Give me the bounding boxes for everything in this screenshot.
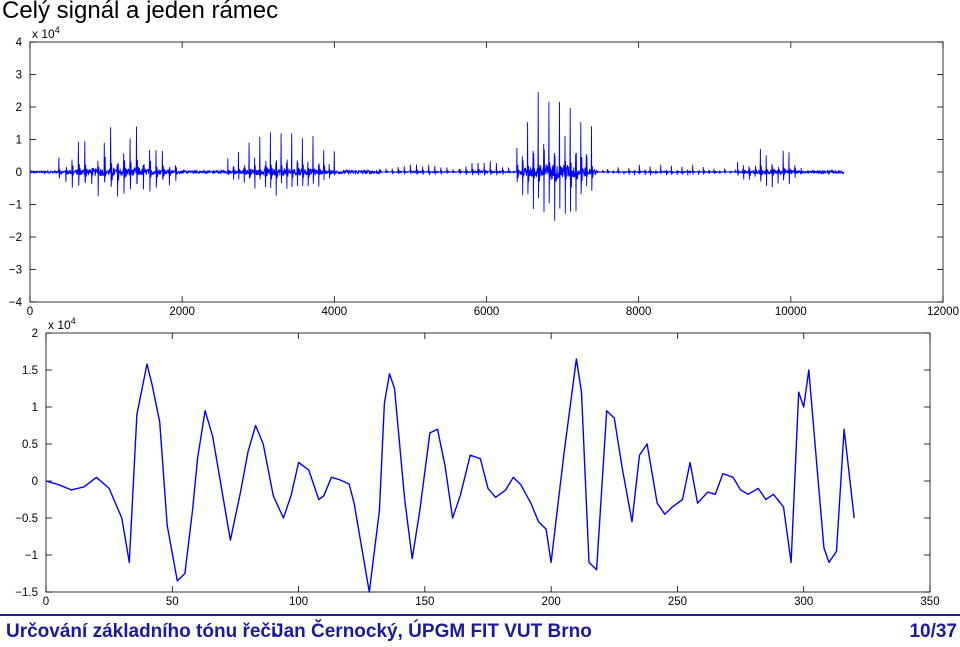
top-y-scale-exp: 4: [55, 25, 60, 35]
top-xtick-label: 2000: [169, 306, 195, 318]
top-xtick-label: 0: [27, 306, 33, 318]
top-ytick-label: 0: [16, 167, 22, 179]
bottom-ytick-label: 1: [32, 402, 38, 414]
signal-series-line: [29, 91, 845, 221]
bottom-xtick-label: 100: [289, 596, 308, 608]
bottom-xtick-label: 200: [542, 596, 561, 608]
bottom-ytick-label: 1.5: [22, 365, 38, 377]
top-xtick-label: 12000: [927, 306, 959, 318]
top-ytick-label: 2: [16, 102, 22, 114]
top-ytick-label: −4: [9, 297, 23, 309]
slide-title: Celý signál a jeden rámec: [2, 0, 279, 24]
bottom-ytick-label: −1: [25, 550, 38, 562]
footer-topic: Určování základního tónu řeči: [6, 621, 277, 642]
top-xtick-label: 10000: [775, 306, 807, 318]
footer-page-number: 10/37: [909, 621, 957, 642]
top-ytick-label: 1: [16, 135, 22, 147]
top-ytick-label: 4: [16, 37, 23, 49]
bottom-ytick-label: −1.5: [15, 587, 38, 599]
charts-canvas: 0 2000 4000 6000 8000 10000 12000−4−3−2−101234…: [9, 25, 959, 608]
bottom-y-scale-label: x 104: [48, 316, 76, 332]
top-xtick-label: 8000: [626, 306, 652, 318]
frame-series-line: [45, 358, 855, 593]
top-ytick-label: 3: [16, 70, 22, 82]
top-xtick-label: 4000: [322, 306, 348, 318]
bottom-y-scale-exp: 4: [71, 316, 76, 326]
frame-chart: 0 50 100 150 200 250 300 350 −1.5 −1 −0.5 0 0.5 1 1.5 2…: [15, 316, 939, 608]
footer-rule: [0, 614, 960, 616]
bottom-xtick-label: 150: [415, 596, 434, 608]
bottom-ytick-label: 0.5: [22, 439, 38, 451]
bottom-axes-box: [45, 332, 931, 593]
bottom-xtick-label: 350: [920, 596, 939, 608]
top-ytick-label: −3: [9, 265, 22, 277]
top-ytick-label: −1: [9, 200, 22, 212]
top-xtick-label: 6000: [474, 306, 500, 318]
full-signal-chart: 0 2000 4000 6000 8000 10000 12000 −4 −3 −2 −1 0 1 2 3 4…: [9, 25, 959, 318]
top-y-scale-label: x 104: [32, 25, 60, 41]
footer-author: Jan Černocký, ÚPGM FIT VUT Brno: [273, 621, 592, 642]
top-ytick-label: −2: [9, 232, 22, 244]
bottom-ytick-label: 2: [32, 328, 38, 340]
bottom-xtick-label: 250: [668, 596, 687, 608]
bottom-xtick-label: 300: [794, 596, 813, 608]
bottom-xtick-label: 50: [166, 596, 179, 608]
bottom-ytick-label: 0: [32, 476, 38, 488]
bottom-ytick-label: −0.5: [15, 513, 38, 525]
bottom-xtick-label: 0: [43, 596, 49, 608]
